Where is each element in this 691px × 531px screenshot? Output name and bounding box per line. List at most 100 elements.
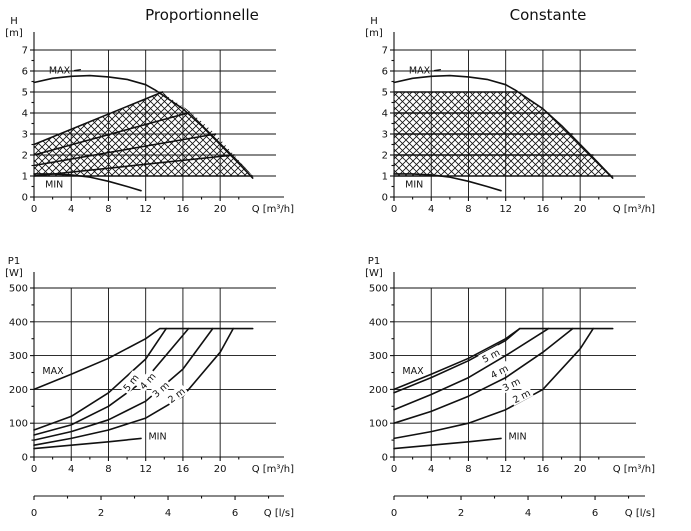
y-tick-label: 2 (382, 151, 388, 162)
label-max: MAX (409, 66, 431, 77)
x-axis-label: Q [m³/h] (613, 464, 655, 475)
curve-label-backdrop (148, 377, 173, 401)
y-tick-label: 7 (382, 46, 388, 57)
label-max: MAX (42, 366, 64, 377)
control-line-5 (33, 154, 235, 177)
series-5-m (393, 327, 521, 394)
label-max-leader (73, 68, 81, 72)
y-tick-label: 3 (382, 130, 388, 141)
y-axis-label-unit: [W] (365, 268, 383, 279)
y-tick-label: 200 (369, 385, 388, 396)
x2-axis-label: Q [l/s] (625, 508, 655, 519)
series-min (393, 437, 502, 450)
label-min: MIN (508, 431, 526, 442)
y-tick-label: 0 (382, 193, 388, 204)
x-tick-label: 8 (465, 464, 471, 475)
chart-panel-2: P1[W] 0 100 200 300 400 500 0 4 8 12 16 20 Q [m³/h] 0 2… (5, 256, 294, 519)
x-tick-label: 20 (574, 464, 587, 475)
x-tick-label: 4 (428, 464, 434, 475)
control-line-3 (33, 112, 189, 156)
y-tick-label: 300 (369, 351, 388, 362)
x-tick-label: 20 (214, 464, 227, 475)
series-5-m (33, 327, 167, 431)
series-2-m (393, 327, 594, 440)
x2-axis-label: Q [l/s] (264, 508, 294, 519)
y-tick-label: 5 (382, 88, 388, 99)
y-axis-label-unit: [m] (365, 28, 383, 39)
x-tick-label: 4 (68, 464, 74, 475)
curve-label-backdrop (498, 373, 524, 394)
grid (34, 287, 276, 457)
curve-label-backdrop (119, 370, 142, 395)
y-tick-label: 1 (22, 172, 28, 183)
curve-label-backdrop (508, 385, 534, 406)
label-min: MIN (405, 180, 423, 191)
x-tick-label: 12 (139, 464, 152, 475)
y-tick-label: 0 (382, 453, 388, 464)
chart-panel-3: P1[W] 0 100 200 300 400 500 0 4 8 12 16 20 Q [m³/h] 0 2… (365, 256, 655, 519)
x-axis-label: Q [m³/h] (613, 204, 655, 215)
label-min: MIN (45, 180, 63, 191)
label-max: MAX (49, 66, 71, 77)
series-4-m (33, 327, 190, 436)
curve-label-backdrop (486, 361, 512, 382)
y-axis-label-unit: [W] (5, 268, 23, 279)
x-tick-label: 0 (391, 464, 397, 475)
x-tick-label: 12 (499, 464, 512, 475)
series-3-m (393, 327, 574, 424)
curve-label-backdrop (164, 383, 189, 406)
y-tick-label: 100 (369, 419, 388, 430)
series-max (393, 327, 614, 391)
y-tick-label: 6 (382, 67, 388, 78)
x-tick-label: 8 (465, 204, 471, 215)
x2-tick-label: 6 (592, 508, 598, 519)
y-tick-label: 100 (9, 419, 28, 430)
y-tick-label: 4 (382, 109, 388, 120)
x-tick-label: 16 (177, 204, 190, 215)
y-tick-label: 500 (9, 284, 28, 295)
y-tick-label: 6 (22, 67, 28, 78)
y-tick-label: 400 (9, 317, 28, 328)
chart-title: Constante (510, 6, 587, 24)
y-tick-label: 2 (22, 151, 28, 162)
series-min (393, 173, 502, 192)
hatched-operating-area (34, 92, 253, 176)
x2-tick-label: 0 (31, 508, 37, 519)
x-tick-label: 0 (31, 464, 37, 475)
y-axis-label-symbol: P1 (368, 256, 380, 267)
control-line-2 (33, 91, 164, 146)
x2-tick-label: 4 (525, 508, 531, 519)
y-tick-label: 500 (369, 284, 388, 295)
y-axis-label-symbol: H (370, 16, 378, 27)
x-axis-label: Q [m³/h] (252, 204, 294, 215)
series-max (393, 74, 614, 179)
x-tick-label: 0 (391, 204, 397, 215)
label-max-leader (433, 68, 441, 72)
x-tick-label: 16 (177, 464, 190, 475)
x-tick-label: 20 (574, 204, 587, 215)
x2-tick-label: 2 (458, 508, 464, 519)
label-min: MIN (148, 431, 166, 442)
label-max: MAX (402, 366, 424, 377)
chart-title: Proportionnelle (145, 6, 259, 24)
y-tick-label: 3 (22, 130, 28, 141)
y-tick-label: 400 (369, 317, 388, 328)
x-tick-label: 4 (428, 204, 434, 215)
x2-tick-label: 6 (232, 508, 238, 519)
series-max (33, 327, 254, 391)
series-4-m (393, 327, 550, 411)
y-tick-label: 300 (9, 351, 28, 362)
y-axis-label-symbol: P1 (8, 256, 20, 267)
series-max (33, 74, 254, 179)
y-tick-label: 5 (22, 88, 28, 99)
y-tick-label: 0 (22, 193, 28, 204)
x-tick-label: 16 (537, 464, 550, 475)
y-axis-label-symbol: H (10, 16, 18, 27)
series-3-m (33, 327, 214, 441)
y-tick-label: 0 (22, 453, 28, 464)
y-tick-label: 7 (22, 46, 28, 57)
